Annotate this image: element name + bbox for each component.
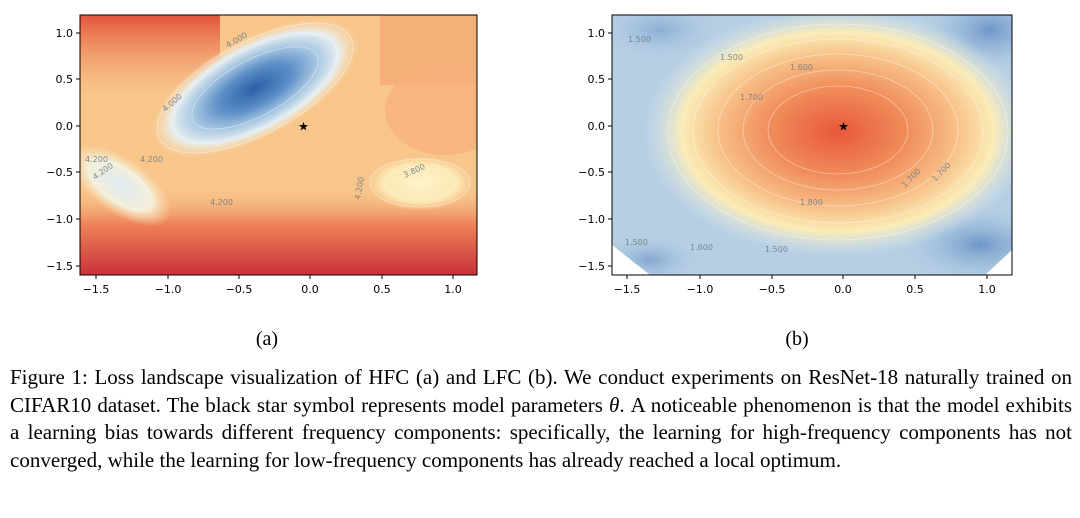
- contour-label-b-10: 1.500: [765, 245, 788, 254]
- y-tick-a-3: 0.0: [56, 120, 74, 133]
- y-tick-b-4: −0.5: [578, 166, 605, 179]
- x-tick-b-3: −0.5: [759, 283, 786, 296]
- axes-frame-a: [79, 14, 478, 276]
- subplot-a-landscape: [80, 15, 477, 275]
- subfigure-label-a: (a): [255, 328, 279, 350]
- y-tick-a-1: 1.0: [56, 27, 74, 40]
- subfigure-label-b: (b): [785, 328, 809, 350]
- figure-caption: Figure 1: Loss landscape visualization o…: [10, 364, 1072, 474]
- contour-label-b-1: 1.500: [628, 35, 651, 44]
- x-tick-b-6: 1.0: [978, 283, 996, 296]
- subplot-b-svg: 1.500 1.500 1.600 1.700 1.700 1.800 1.70…: [578, 14, 1013, 296]
- caption-theta-symbol: θ: [609, 392, 620, 417]
- caption-text-after: . A noticeable phenomenon is that the mo…: [10, 392, 1072, 472]
- contour-label-a-3: 4.200: [85, 155, 108, 164]
- contour-label-b-2: 1.500: [720, 53, 743, 62]
- subplot-b: 1.500 1.500 1.600 1.700 1.700 1.800 1.70…: [540, 0, 1080, 300]
- contour-label-a-8: 4.200: [210, 198, 233, 207]
- contour-label-b-4: 1.700: [740, 93, 763, 102]
- contour-label-b-3: 1.600: [790, 63, 813, 72]
- x-tick-b-1: −1.5: [614, 283, 641, 296]
- x-tick-b-2: −1.0: [687, 283, 714, 296]
- subplot-a-svg: 4.000 4.000 4.200 4.200 4.200 3.800 4.20…: [46, 14, 478, 296]
- x-tick-a-5: 0.5: [373, 283, 391, 296]
- y-tick-b-5: −1.0: [578, 213, 605, 226]
- contour-label-a-7: 4.200: [353, 176, 366, 200]
- contour-label-a-4: 4.200: [140, 155, 163, 164]
- y-tick-a-2: 0.5: [56, 73, 74, 86]
- x-tick-b-4: 0.0: [834, 283, 852, 296]
- y-tick-b-3: 0.0: [588, 120, 606, 133]
- caption-text-before: Figure 1: Loss landscape visualization o…: [10, 365, 1072, 417]
- x-tick-a-2: −1.0: [155, 283, 182, 296]
- y-tick-b-2: 0.5: [588, 73, 606, 86]
- y-tick-b-6: −1.5: [578, 260, 605, 273]
- contour-label-b-9: 1.600: [690, 243, 713, 252]
- parameter-star-marker-b: ★: [838, 120, 849, 134]
- x-tick-a-3: −0.5: [226, 283, 253, 296]
- subplot-b-landscape: [612, 15, 1012, 275]
- x-tick-a-6: 1.0: [444, 283, 462, 296]
- parameter-star-marker-a: ★: [298, 120, 309, 134]
- y-tick-b-1: 1.0: [588, 27, 606, 40]
- ticks-b: [608, 32, 988, 279]
- y-tick-a-4: −0.5: [46, 166, 73, 179]
- x-tick-b-5: 0.5: [906, 283, 924, 296]
- subplot-a: 4.000 4.000 4.200 4.200 4.200 3.800 4.20…: [0, 0, 540, 300]
- y-tick-a-6: −1.5: [46, 260, 73, 273]
- contour-label-b-6: 1.800: [800, 198, 823, 207]
- axes-frame-b: [611, 14, 1013, 276]
- contour-label-b-8: 1.500: [625, 238, 648, 247]
- y-tick-a-5: −1.0: [46, 213, 73, 226]
- x-tick-a-4: 0.0: [301, 283, 319, 296]
- ticks-a: [76, 32, 454, 279]
- x-tick-a-1: −1.5: [83, 283, 110, 296]
